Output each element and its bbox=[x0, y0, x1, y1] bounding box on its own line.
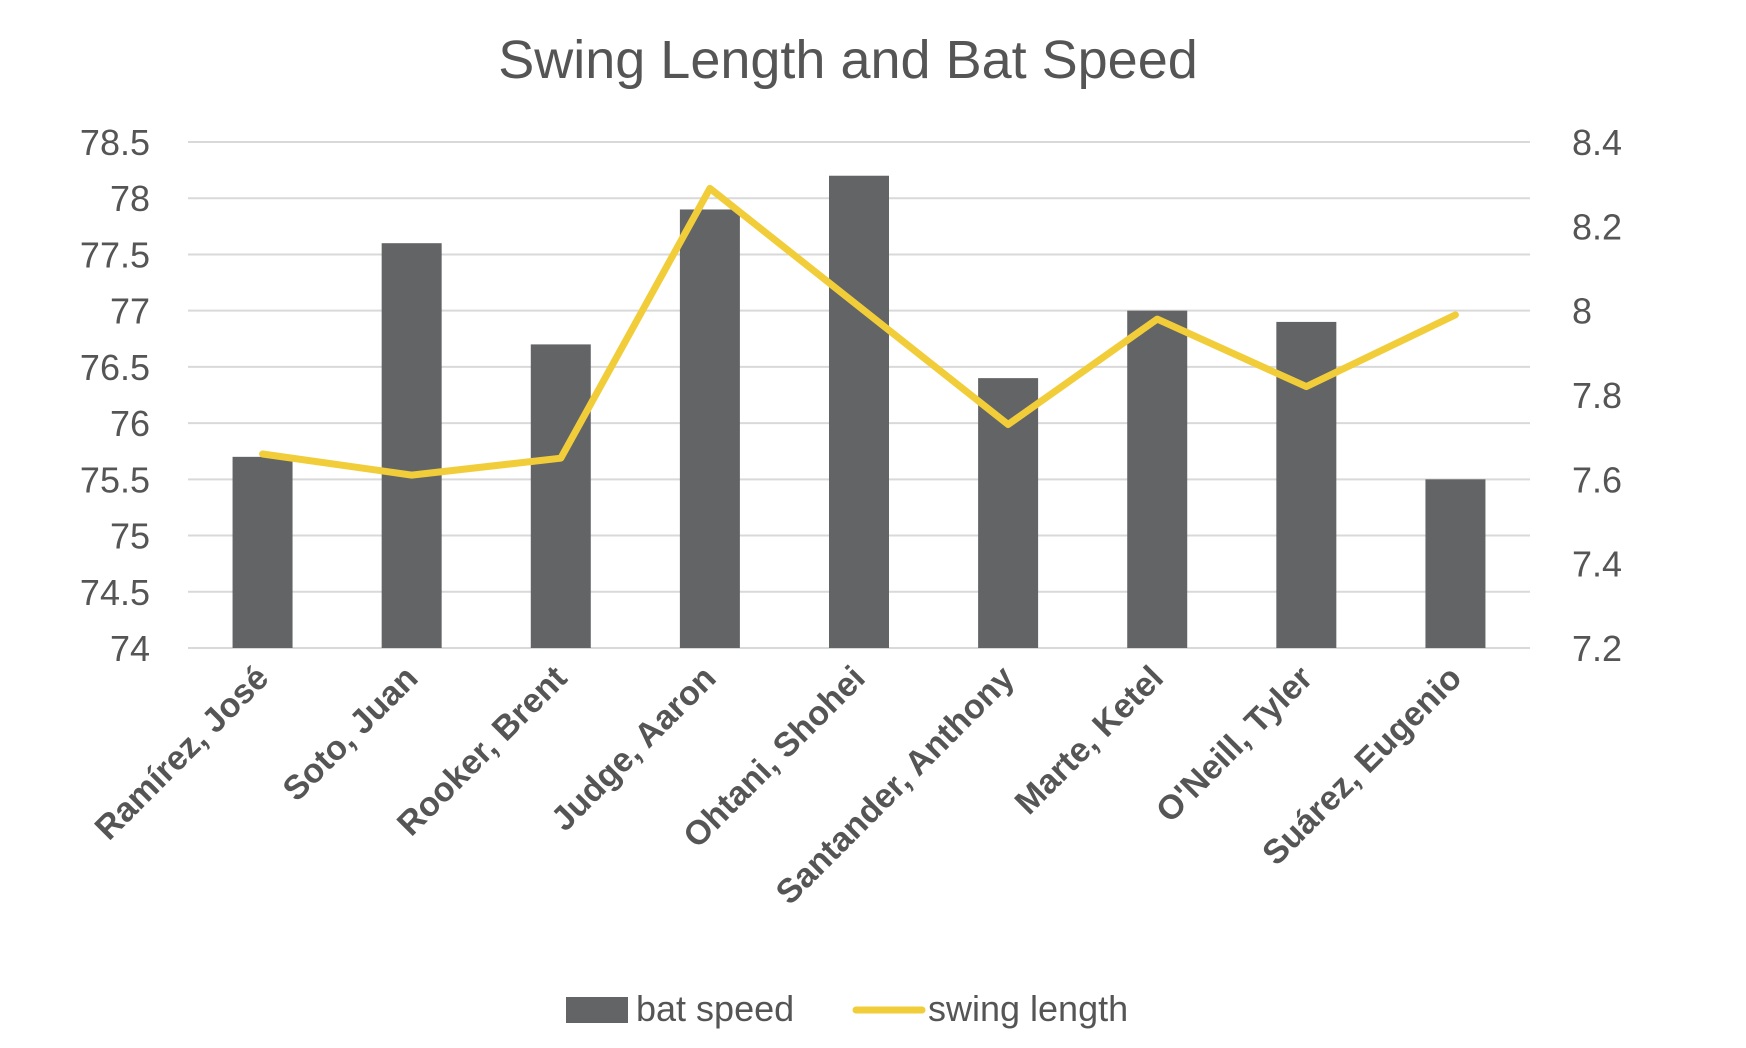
bat-speed-bar bbox=[232, 456, 293, 648]
category-label: Soto, Juan bbox=[276, 659, 426, 809]
swing-length-point bbox=[1156, 318, 1158, 320]
left-axis-tick-label: 75 bbox=[110, 516, 150, 557]
bat-speed-bar bbox=[381, 243, 442, 648]
left-axis-tick-label: 78.5 bbox=[80, 122, 150, 163]
left-axis-tick-label: 74.5 bbox=[80, 572, 150, 613]
swing-length-point bbox=[560, 457, 562, 459]
right-axis-tick-label: 8.2 bbox=[1572, 206, 1622, 247]
legend-swing-length-label: swing length bbox=[928, 988, 1128, 1029]
category-label: Marte, Ketel bbox=[1008, 659, 1171, 822]
right-axis-tick-label: 8.4 bbox=[1572, 122, 1622, 163]
swing-length-point bbox=[1305, 386, 1307, 388]
left-y-axis: 74 74.5 75 75.5 76 76.5 77 77.5 78 78.5 bbox=[80, 122, 150, 669]
category-label: Ramírez, José bbox=[88, 659, 277, 848]
left-axis-tick-label: 74 bbox=[110, 628, 150, 669]
right-y-axis: 7.2 7.4 7.6 7.8 8 8.2 8.4 bbox=[1572, 122, 1622, 669]
legend-bat-speed-swatch bbox=[566, 997, 628, 1023]
swing-length-point bbox=[411, 474, 413, 476]
left-axis-tick-label: 77 bbox=[110, 291, 150, 332]
category-label: O'Neill, Tyler bbox=[1149, 659, 1320, 830]
bat-speed-bar bbox=[978, 378, 1039, 648]
swing-length-point bbox=[1454, 314, 1456, 316]
bat-speed-bar bbox=[1276, 321, 1337, 648]
right-axis-tick-label: 8 bbox=[1572, 291, 1592, 332]
bat-speed-bar bbox=[530, 344, 591, 648]
left-axis-tick-label: 78 bbox=[110, 178, 150, 219]
left-axis-tick-label: 76.5 bbox=[80, 347, 150, 388]
left-axis-tick-label: 77.5 bbox=[80, 234, 150, 275]
left-axis-tick-label: 76 bbox=[110, 403, 150, 444]
swing-length-point bbox=[709, 187, 711, 189]
right-axis-tick-label: 7.4 bbox=[1572, 544, 1622, 585]
legend: bat speed swing length bbox=[566, 988, 1128, 1029]
bat-speed-bars bbox=[232, 175, 1486, 648]
swing-length-line-group bbox=[259, 184, 1459, 479]
bat-speed-bar bbox=[1425, 479, 1486, 648]
swing-length-point bbox=[1007, 424, 1009, 426]
bat-speed-bar bbox=[829, 175, 889, 648]
right-axis-tick-label: 7.2 bbox=[1572, 628, 1622, 669]
chart-title: Swing Length and Bat Speed bbox=[498, 30, 1198, 90]
legend-bat-speed-label: bat speed bbox=[636, 988, 794, 1029]
left-axis-tick-label: 75.5 bbox=[80, 459, 150, 500]
bat-speed-bar bbox=[1127, 310, 1188, 648]
swing-length-point bbox=[262, 453, 264, 455]
swing-length-point bbox=[858, 305, 860, 307]
right-axis-tick-label: 7.6 bbox=[1572, 459, 1622, 500]
right-axis-tick-label: 7.8 bbox=[1572, 375, 1622, 416]
bat-speed-bar bbox=[679, 209, 740, 648]
